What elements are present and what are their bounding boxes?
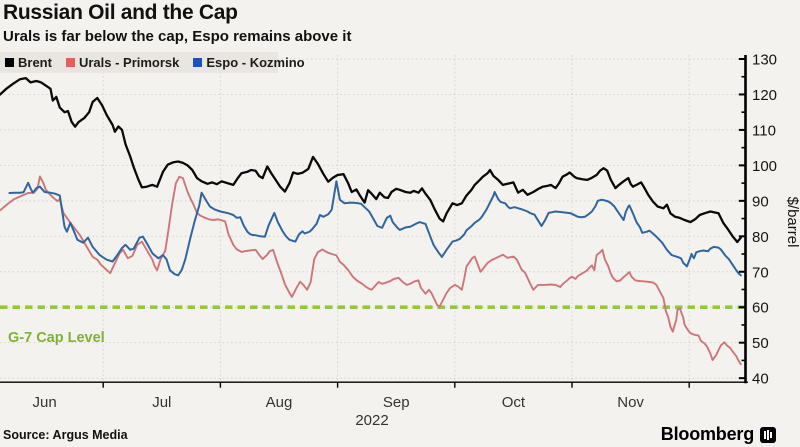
legend-label: Urals - Primorsk [78, 55, 180, 70]
x-tick-label: Aug [266, 394, 293, 411]
page-title: Russian Oil and the Cap [3, 1, 238, 24]
y-tick-label: 110 [752, 122, 776, 139]
chart-subtitle: Urals is far below the cap, Espo remains… [3, 28, 352, 45]
g7-cap-label: G-7 Cap Level [8, 330, 105, 346]
y-tick-label: 100 [752, 158, 777, 175]
x-tick-label: Nov [617, 394, 644, 411]
x-axis-year-label: 2022 [355, 412, 388, 429]
legend-item-brent: Brent [5, 55, 52, 70]
y-tick-label: 120 [752, 87, 777, 104]
y-axis-label: $/barrel [784, 197, 800, 248]
bloomberg-wordmark: Bloomberg [660, 424, 754, 444]
y-tick-label: 60 [752, 300, 769, 317]
legend-label: Brent [18, 55, 52, 70]
x-tick-label: Jun [33, 394, 57, 411]
legend-item-urals: Urals - Primorsk [65, 55, 180, 70]
x-tick-label: Sep [383, 394, 410, 411]
y-tick-label: 70 [752, 264, 769, 281]
legend: Brent Urals - Primorsk Espo - Kozmino [0, 52, 305, 73]
legend-label: Espo - Kozmino [206, 55, 305, 70]
series-line-espo [8, 180, 742, 277]
source-credit: Source: Argus Media [3, 428, 128, 442]
y-tick-label: 130 [752, 52, 777, 69]
series-line-brent [0, 76, 742, 244]
series-line-urals [0, 175, 742, 366]
y-tick-label: 90 [752, 193, 769, 210]
y-tick-label: 80 [752, 229, 769, 246]
x-tick-label: Jul [152, 394, 171, 411]
y-tick-label: 50 [752, 335, 769, 352]
espo-swatch-icon [193, 58, 203, 67]
urals-swatch-icon [65, 58, 75, 67]
bloomberg-logo-icon [760, 427, 776, 443]
x-tick-label: Oct [502, 394, 526, 411]
y-tick-label: 40 [752, 371, 769, 388]
legend-item-espo: Espo - Kozmino [193, 55, 305, 70]
brent-swatch-icon [5, 58, 14, 67]
